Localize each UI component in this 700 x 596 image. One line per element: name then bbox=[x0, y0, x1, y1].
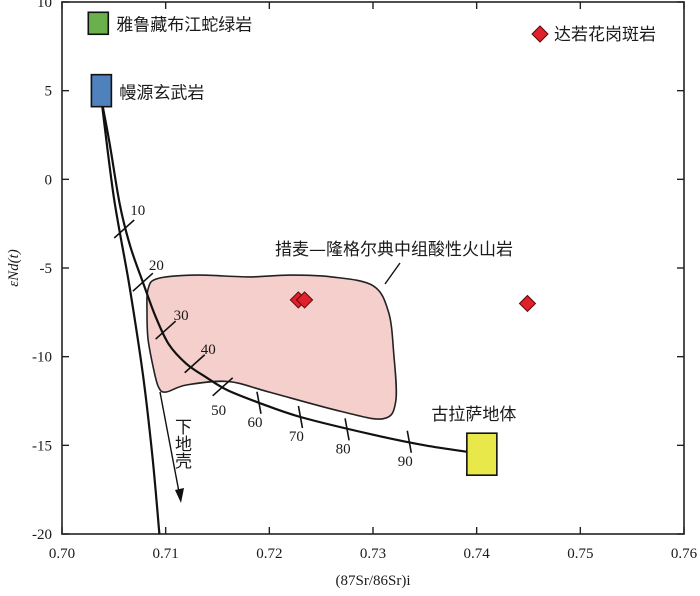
volcanic-field-area bbox=[146, 274, 398, 420]
y-tick-label: -5 bbox=[40, 261, 53, 277]
mixing-tick-label: 60 bbox=[247, 415, 262, 431]
x-tick-label: 0.72 bbox=[256, 546, 282, 562]
legend-diamond-marker bbox=[531, 25, 549, 43]
endmember-box bbox=[87, 11, 110, 36]
mixing-tick bbox=[113, 219, 135, 239]
mixing-tick-label: 40 bbox=[201, 342, 216, 358]
x-tick-label: 0.73 bbox=[360, 546, 386, 562]
y-axis-label: εNd(t) bbox=[6, 249, 22, 287]
endmember-box bbox=[466, 432, 498, 477]
x-tick-label: 0.70 bbox=[49, 546, 75, 562]
x-axis-label: (87Sr/86Sr)i bbox=[336, 573, 411, 589]
volcanic-field-group bbox=[146, 274, 398, 420]
legend-label: 达若花岗斑岩 bbox=[554, 25, 656, 45]
x-tick-label: 0.75 bbox=[567, 546, 593, 562]
y-tick-label: -20 bbox=[32, 527, 52, 543]
data-point bbox=[518, 294, 537, 313]
mixing-tick-label: 90 bbox=[398, 454, 413, 470]
endmember-label: 古拉萨地体 bbox=[431, 405, 516, 425]
mixing-tick-label: 20 bbox=[149, 258, 164, 274]
data-point bbox=[295, 291, 314, 309]
endmember-label: 雅鲁藏布江蛇绿岩 bbox=[116, 15, 252, 35]
y-tick-label: 5 bbox=[45, 84, 53, 100]
mixing-curve bbox=[100, 99, 472, 454]
curves-group: 10 20 30 40 50 60 70 80 90 bbox=[100, 99, 472, 535]
mixing-tick bbox=[212, 377, 234, 397]
x-tick-label: 0.71 bbox=[153, 546, 179, 562]
mixing-tick-label: 10 bbox=[130, 203, 145, 219]
mixing-tick bbox=[184, 354, 206, 374]
lower-crust-arrow-shaft bbox=[159, 391, 180, 493]
y-tick-label: 0 bbox=[45, 172, 53, 188]
axes-group: 0.70 0.71 0.72 0.73 0.74 0.75 0.761050-5-10-15… bbox=[32, 0, 698, 562]
mixing-tick bbox=[344, 418, 350, 441]
mixing-tick-label: 80 bbox=[336, 441, 351, 457]
mixing-tick-label: 50 bbox=[211, 403, 226, 419]
points-group bbox=[289, 291, 537, 313]
lower-crust-label: 下地壳 bbox=[171, 418, 192, 469]
mixing-tick-label: 70 bbox=[289, 429, 304, 445]
field-label-leader bbox=[384, 262, 401, 285]
x-tick-label: 0.76 bbox=[671, 546, 698, 562]
mixing-tick bbox=[256, 391, 262, 414]
x-tick-label: 0.74 bbox=[464, 546, 491, 562]
mixing-tick bbox=[406, 430, 413, 453]
lower-crust-arrow-head bbox=[175, 488, 184, 503]
mixing-tick bbox=[132, 272, 154, 292]
y-tick-label: -15 bbox=[32, 438, 52, 454]
y-tick-label: 10 bbox=[37, 0, 52, 11]
volcanic-field-label: 措麦—隆格尔典中组酸性火山岩 bbox=[275, 240, 513, 260]
lower-crust-curve bbox=[100, 99, 161, 535]
mixing-tick bbox=[297, 405, 304, 429]
mixing-tick bbox=[155, 320, 177, 340]
endmember-label: 幔源玄武岩 bbox=[119, 84, 204, 104]
endmember-box bbox=[90, 73, 113, 108]
y-tick-label: -10 bbox=[32, 350, 52, 366]
mixing-tick-label: 30 bbox=[174, 308, 189, 324]
